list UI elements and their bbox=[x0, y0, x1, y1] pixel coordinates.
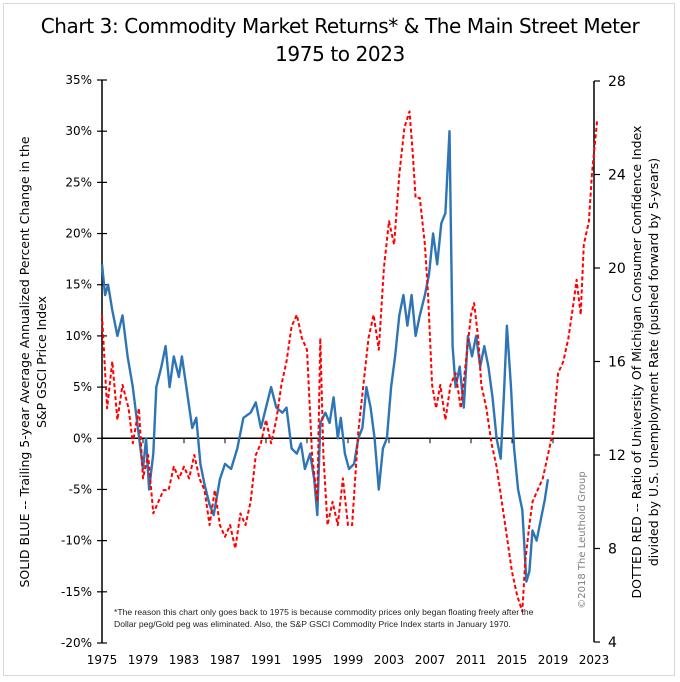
left-tick-label: 0% bbox=[73, 431, 92, 445]
right-axis-title-line: divided by U.S. Unemployment Rate (pushe… bbox=[646, 158, 661, 566]
right-tick-label: 20 bbox=[608, 261, 626, 277]
series-line-blue-solid bbox=[100, 129, 550, 583]
right-axis-title-line: DOTTED RED -- Ratio of University Of Mic… bbox=[629, 126, 644, 599]
right-tick-label: 24 bbox=[608, 168, 626, 184]
x-tick-label: 1995 bbox=[292, 653, 323, 667]
annotations: *The reason this chart only goes back to… bbox=[114, 471, 588, 629]
left-tick-label: 30% bbox=[65, 124, 92, 138]
left-tick-label: 15% bbox=[65, 278, 92, 292]
x-tick-label: 1991 bbox=[251, 653, 282, 667]
left-tick-label: -10% bbox=[61, 534, 92, 548]
x-tick-label: 1979 bbox=[128, 653, 159, 667]
x-tick-label: 1983 bbox=[169, 653, 200, 667]
right-tick-label: 4 bbox=[608, 635, 617, 651]
right-tick-label: 16 bbox=[608, 355, 626, 371]
left-tick-label: -5% bbox=[69, 482, 92, 496]
x-tick-label: 1975 bbox=[87, 653, 118, 667]
left-tick-label: 5% bbox=[73, 380, 92, 394]
left-tick-label: 25% bbox=[65, 175, 92, 189]
x-tick-label: 2003 bbox=[374, 653, 405, 667]
left-axis-title-line: S&P GSCI Price Index bbox=[34, 296, 49, 428]
footnote-line: *The reason this chart only goes back to… bbox=[114, 607, 534, 617]
x-tick-label: 2015 bbox=[497, 653, 528, 667]
left-tick-label: -15% bbox=[61, 585, 92, 599]
axis-labels: -20% -15% -10% -5% 0% 5% 10% 15% 20% 25% 30% 35% 4 8 1… bbox=[17, 73, 661, 667]
right-tick-label: 8 bbox=[608, 542, 617, 558]
left-tick-label: -20% bbox=[61, 636, 92, 650]
right-tick-label: 28 bbox=[608, 74, 626, 90]
x-tick-label: 2019 bbox=[538, 653, 569, 667]
chart-subtitle: 1975 to 2023 bbox=[275, 42, 405, 66]
x-tick-label: 2007 bbox=[415, 653, 446, 667]
left-tick-label: 10% bbox=[65, 329, 92, 343]
x-tick-label: 1999 bbox=[333, 653, 364, 667]
right-tick-label: 12 bbox=[608, 448, 626, 464]
left-axis-title-line: SOLID BLUE -- Trailing 5-year Average An… bbox=[17, 136, 32, 587]
series-layer bbox=[100, 110, 599, 613]
footnote-line: Dollar peg/Gold peg was eliminated. Also… bbox=[114, 619, 511, 629]
series-line-red-dashed bbox=[101, 110, 599, 613]
left-tick-label: 20% bbox=[65, 227, 92, 241]
chart-title: Chart 3: Commodity Market Returns* & The… bbox=[0, 12, 680, 68]
chart-frame bbox=[3, 3, 675, 676]
x-tick-label: 2023 bbox=[579, 653, 610, 667]
x-tick-label: 1987 bbox=[210, 653, 241, 667]
axes bbox=[97, 79, 600, 644]
left-tick-label: 35% bbox=[65, 73, 92, 87]
credit-label: ©2018 The Leuthold Group bbox=[577, 471, 588, 608]
x-tick-label: 2011 bbox=[456, 653, 487, 667]
chart-title-main: Chart 3: Commodity Market Returns* & The… bbox=[40, 14, 640, 38]
